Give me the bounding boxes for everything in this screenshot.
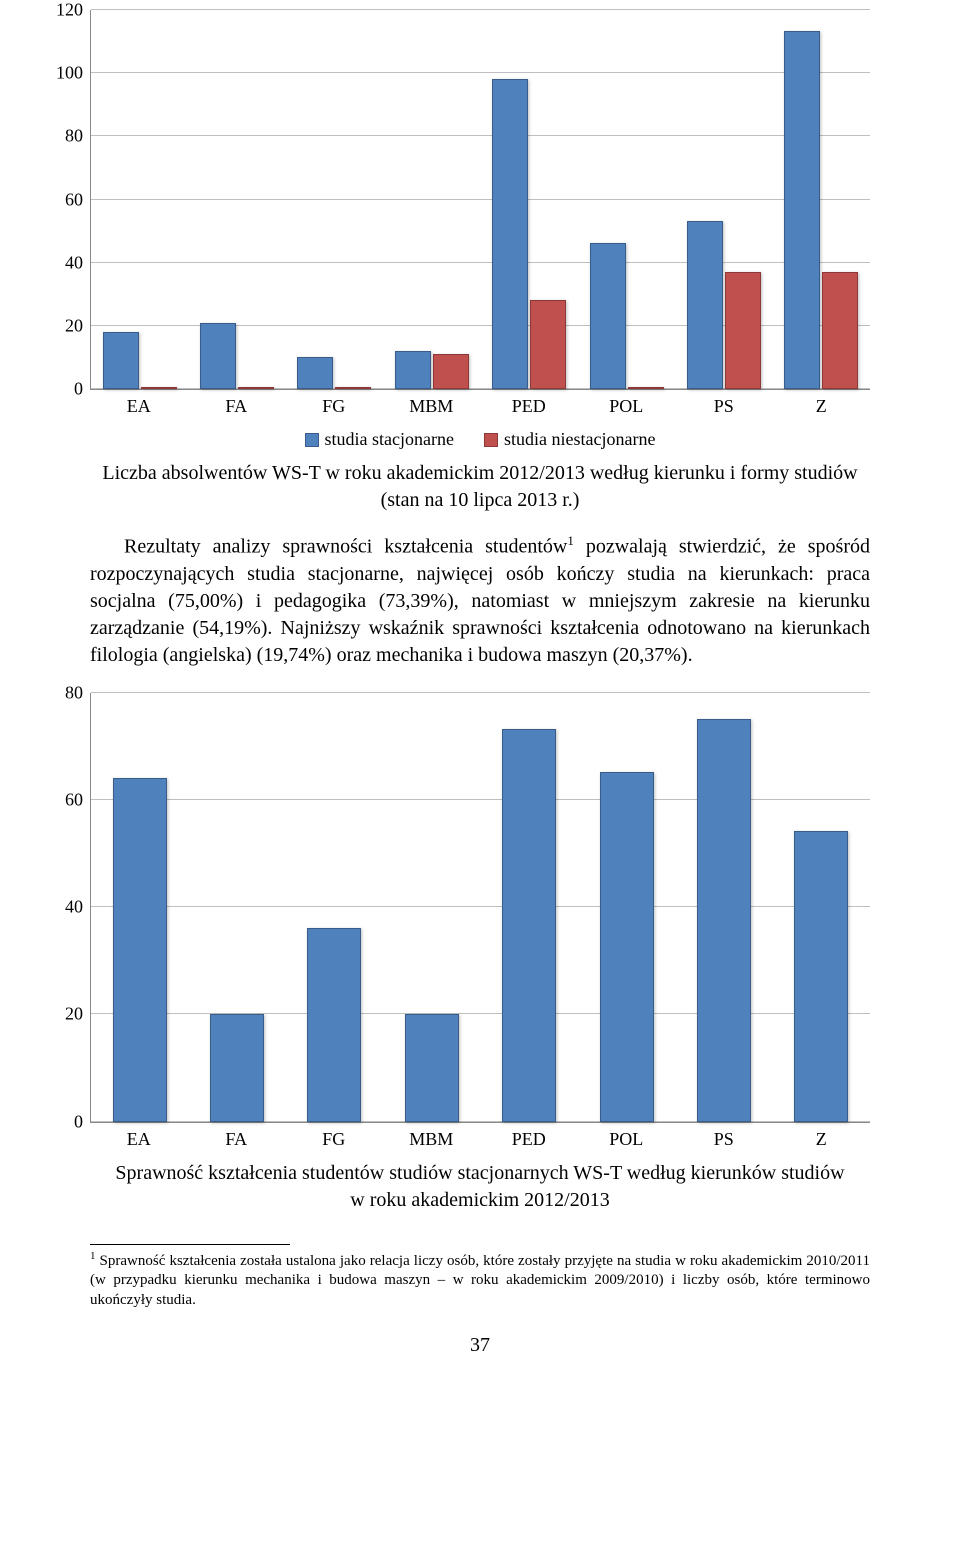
x-tick-label: FG	[285, 1129, 383, 1150]
y-tick-label: 120	[56, 0, 91, 21]
bar-group	[188, 693, 285, 1122]
x-tick-label: EA	[90, 396, 188, 417]
y-tick-label: 0	[74, 379, 91, 400]
para1-part1: Rezultaty analizy sprawności kształcenia…	[124, 536, 567, 558]
bar	[405, 1014, 459, 1122]
bar	[725, 272, 761, 389]
x-tick-label: MBM	[383, 1129, 481, 1150]
x-tick-label: PED	[480, 1129, 578, 1150]
footnote: 1 Sprawność kształcenia została ustalona…	[90, 1249, 870, 1311]
y-tick-label: 80	[65, 126, 91, 147]
x-tick-label: EA	[90, 1129, 188, 1150]
bar	[492, 79, 528, 389]
bar-group	[383, 10, 480, 389]
chart2-caption: Sprawność kształcenia studentów studiów …	[90, 1160, 870, 1214]
legend-swatch	[484, 433, 498, 447]
bar-group	[773, 693, 870, 1122]
x-tick-label: POL	[578, 396, 676, 417]
bar-group	[675, 10, 772, 389]
bar-group	[188, 10, 285, 389]
x-tick-label: PS	[675, 1129, 773, 1150]
bar-group	[481, 10, 578, 389]
x-tick-label: Z	[773, 1129, 871, 1150]
page-number: 37	[90, 1334, 870, 1357]
chart2-caption-line1: Sprawność kształcenia studentów studiów …	[115, 1162, 844, 1184]
y-tick-label: 20	[65, 1004, 91, 1025]
footnote-text: Sprawność kształcenia została ustalona j…	[90, 1253, 870, 1308]
bar-group	[675, 693, 772, 1122]
chart1-legend: studia stacjonarne studia niestacjonarne	[90, 429, 870, 450]
bar	[697, 719, 751, 1122]
x-tick-label: FG	[285, 396, 383, 417]
bar-group	[578, 693, 675, 1122]
y-tick-label: 0	[74, 1111, 91, 1132]
chart1-caption-line2: (stan na 10 lipca 2013 r.)	[381, 489, 580, 511]
y-tick-label: 60	[65, 189, 91, 210]
bar-group	[578, 10, 675, 389]
x-tick-label: Z	[773, 396, 871, 417]
bar	[335, 387, 371, 389]
chart1-caption-line1: Liczba absolwentów WS-T w roku akademick…	[102, 462, 857, 484]
bar	[687, 221, 723, 389]
bar	[297, 357, 333, 389]
bar-group	[773, 10, 870, 389]
x-tick-label: POL	[578, 1129, 676, 1150]
bar	[433, 354, 469, 389]
y-tick-label: 80	[65, 682, 91, 703]
bar	[794, 831, 848, 1121]
bar	[113, 778, 167, 1122]
legend-item: studia stacjonarne	[305, 429, 454, 450]
bar	[530, 300, 566, 389]
legend-item: studia niestacjonarne	[484, 429, 655, 450]
bar	[784, 31, 820, 389]
x-tick-label: PED	[480, 396, 578, 417]
x-tick-label: FA	[188, 396, 286, 417]
chart1-wrap: 020406080100120 EAFAFGMBMPEDPOLPSZ studi…	[90, 10, 870, 450]
bar	[600, 772, 654, 1121]
bar	[210, 1014, 264, 1122]
chart2-x-labels: EAFAFGMBMPEDPOLPSZ	[90, 1123, 870, 1150]
bars-row	[91, 693, 870, 1122]
legend-label: studia niestacjonarne	[504, 429, 655, 450]
x-tick-label: MBM	[383, 396, 481, 417]
bar	[590, 243, 626, 389]
chart1-plot: 020406080100120	[90, 10, 870, 390]
bars-row	[91, 10, 870, 389]
bar	[200, 323, 236, 390]
bar	[628, 387, 664, 389]
bar-group	[286, 10, 383, 389]
chart2-plot: 020406080	[90, 693, 870, 1123]
bar-group	[383, 693, 480, 1122]
y-tick-label: 20	[65, 315, 91, 336]
y-tick-label: 40	[65, 252, 91, 273]
x-tick-label: PS	[675, 396, 773, 417]
y-tick-label: 60	[65, 789, 91, 810]
bar-group	[481, 693, 578, 1122]
bar-group	[91, 10, 188, 389]
footnote-rule	[90, 1244, 290, 1245]
y-tick-label: 40	[65, 897, 91, 918]
paragraph1: Rezultaty analizy sprawności kształcenia…	[90, 532, 870, 669]
legend-label: studia stacjonarne	[325, 429, 454, 450]
chart1-x-labels: EAFAFGMBMPEDPOLPSZ	[90, 390, 870, 417]
bar-group	[286, 693, 383, 1122]
x-tick-label: FA	[188, 1129, 286, 1150]
chart1-caption: Liczba absolwentów WS-T w roku akademick…	[90, 460, 870, 514]
bar	[307, 928, 361, 1122]
chart2-caption-line2: w roku akademickim 2012/2013	[350, 1189, 609, 1211]
y-tick-label: 100	[56, 63, 91, 84]
legend-swatch	[305, 433, 319, 447]
bar	[103, 332, 139, 389]
bar	[395, 351, 431, 389]
bar-group	[91, 693, 188, 1122]
bar	[141, 387, 177, 389]
bar	[502, 729, 556, 1121]
bar	[238, 387, 274, 389]
chart2-wrap: 020406080 EAFAFGMBMPEDPOLPSZ	[90, 693, 870, 1150]
bar	[822, 272, 858, 389]
